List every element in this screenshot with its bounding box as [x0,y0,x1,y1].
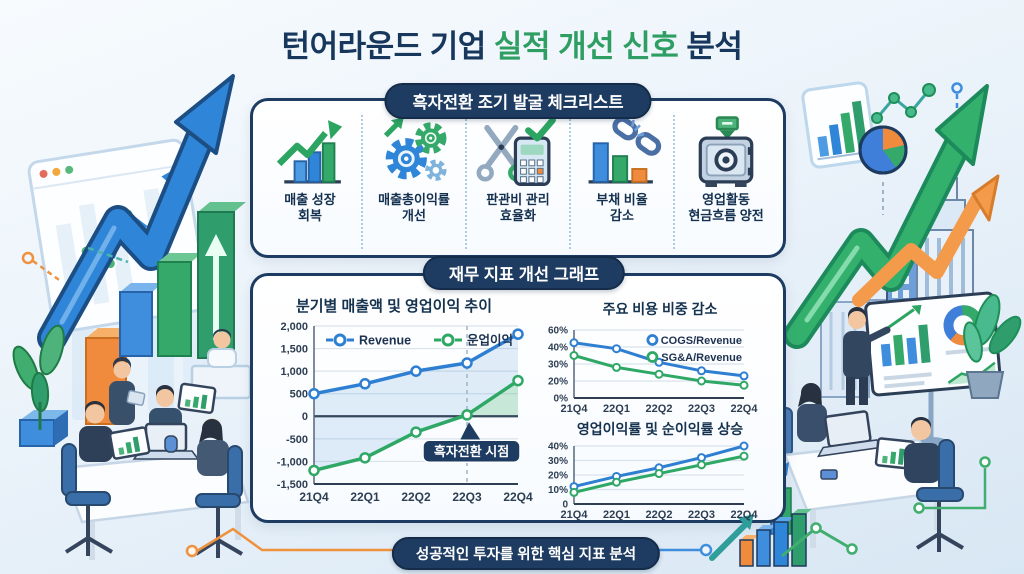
svg-text:COGS/Revenue: COGS/Revenue [661,335,742,347]
svg-text:22Q3: 22Q3 [452,490,482,504]
right-illustration [769,81,1022,552]
page-title-part2: 실적 개선 신호 [493,29,679,64]
svg-text:1,500: 1,500 [280,344,308,356]
svg-text:-1,000: -1,000 [277,456,308,468]
plant-right-icon [963,294,1022,399]
svg-text:22Q1: 22Q1 [603,509,630,521]
page-title-part3: 분석 [678,29,743,64]
svg-text:22Q2: 22Q2 [646,403,673,415]
checklist-panel: 매출 성장 회복 매출총이익률 개선 [250,98,786,258]
growth-arrow-orange-icon [852,174,1000,307]
cube-icon [19,410,68,447]
svg-text:22Q4: 22Q4 [731,509,759,521]
svg-text:-500: -500 [286,434,308,446]
checklist-item-sga-efficiency: 판관비 관리 효율화 [465,115,569,249]
svg-text:SG&A/Revenue: SG&A/Revenue [661,352,742,364]
svg-text:22Q4: 22Q4 [731,403,759,415]
growth-arrow-blue-icon [37,74,235,353]
svg-text:21Q4: 21Q4 [561,509,589,521]
svg-text:22Q2: 22Q2 [646,509,673,521]
dot-line-chart-icon [871,83,936,124]
checklist-item-label: 부채 비율 감소 [596,192,648,223]
checklist-header-badge: 흑자전환 조기 발굴 체크리스트 [384,83,652,119]
safe-icon [698,116,754,187]
svg-text:0%: 0% [554,394,569,405]
svg-text:-1,500: -1,500 [277,479,308,491]
checklist-item-label: 매출 성장 회복 [284,192,336,223]
svg-text:0: 0 [302,411,308,423]
checklist-items: 매출 성장 회복 매출총이익률 개선 [253,101,783,255]
svg-text:500: 500 [290,389,308,401]
svg-text:21Q4: 21Q4 [299,490,329,504]
svg-text:20%: 20% [548,471,568,482]
page-title-part1: 턴어라운드 기업 [281,29,494,64]
footer-banner: 성공적인 투자를 위한 핵심 지표 분석 [391,537,661,570]
left-illustration [12,74,252,560]
bar-chart-3d-icon [85,202,246,425]
svg-text:10%: 10% [548,485,568,496]
growth-chart-icon [276,120,343,184]
checklist-item-operating-cashflow: 영업활동 현금흐름 양전 [673,115,777,249]
page-title: 턴어라운드 기업 실적 개선 신호 분석 [0,21,1024,66]
mini-bar-panel-icon [801,81,877,169]
svg-text:Revenue: Revenue [359,334,411,348]
svg-text:운업이익: 운업이익 [467,333,513,348]
checklist-item-label: 영업활동 현금흐름 양전 [688,192,764,223]
chart3-title: 영업이익률 및 순이익률 상승 [576,421,744,437]
checklist-item-gross-margin: 매출총이익률 개선 [361,115,465,249]
pie-chart-icon [858,125,908,215]
growth-arrow-green-icon [783,84,989,349]
checklist-item-label: 판관비 관리 효율화 [486,192,550,223]
svg-text:60%: 60% [548,326,568,337]
chart2-title: 주요 비용 비중 감소 [602,301,718,317]
svg-text:22Q1: 22Q1 [603,403,630,415]
svg-text:30%: 30% [548,456,568,467]
graphs-panel [250,273,786,523]
plant-icon [12,324,65,430]
connector-dots-right-mid [913,456,991,514]
svg-text:22Q4: 22Q4 [503,490,533,504]
svg-text:22Q1: 22Q1 [350,490,380,504]
svg-text:40%: 40% [548,343,568,354]
svg-text:흑자전환 시점: 흑자전환 시점 [434,444,509,459]
broken-chain-icon [588,116,662,184]
svg-text:22Q3: 22Q3 [688,403,715,415]
svg-text:21Q4: 21Q4 [561,403,589,415]
checklist-item-revenue-growth: 매출 성장 회복 [259,115,361,249]
svg-text:30%: 30% [548,360,568,371]
checklist-item-label: 매출총이익률 개선 [378,192,450,223]
gears-icon [383,117,447,181]
svg-text:22Q2: 22Q2 [401,490,431,504]
svg-text:40%: 40% [548,442,568,453]
chart-cost-ratio: 60% 40% 30% 20% 0%21Q4 22Q1 22Q2 22Q3 22Q4 COGS/R… [548,326,759,415]
checklist-item-debt-ratio: 부채 비율 감소 [569,115,673,249]
svg-text:20%: 20% [548,377,568,388]
svg-text:0: 0 [562,500,568,511]
connector-dots-left [21,246,129,284]
svg-text:22Q3: 22Q3 [688,509,715,521]
svg-text:1,000: 1,000 [280,366,308,378]
scissors-calculator-icon [476,116,556,187]
chart1-title: 분기별 매출액 및 영업이익 추이 [295,298,493,315]
right-table-illustration [778,382,965,552]
svg-text:2,000: 2,000 [280,321,308,333]
presenter-person [843,307,891,405]
graphs-header-badge: 재무 지표 개선 그래프 [422,256,626,290]
